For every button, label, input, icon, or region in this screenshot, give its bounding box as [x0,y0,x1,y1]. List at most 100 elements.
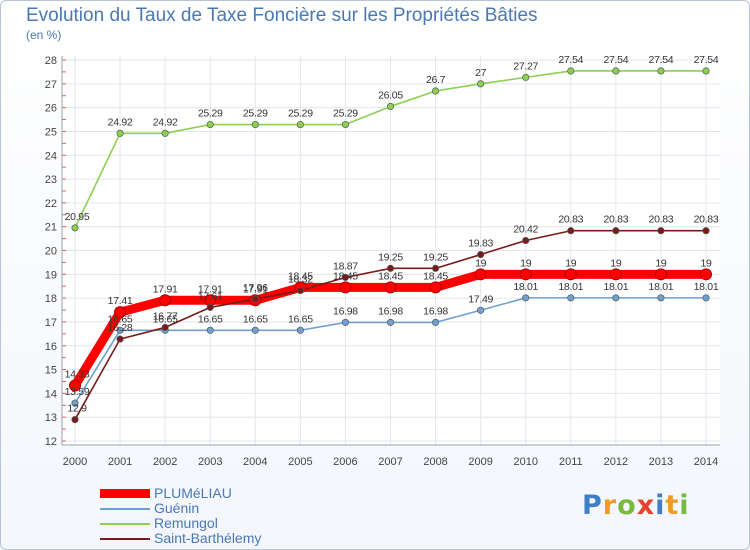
data-point-saint-barthelemy [567,227,575,235]
x-tick-label: 2007 [378,456,402,468]
data-point-remungol [657,67,665,75]
y-tick-label: 26 [45,103,57,115]
x-tick-label: 2003 [198,456,222,468]
legend-swatch-plumeliau [100,489,150,498]
data-label: 27 [475,67,487,79]
data-point-saint-barthelemy [432,264,440,272]
data-point-remungol [251,120,259,129]
data-point-remungol [71,224,79,232]
data-label: 18.01 [649,281,674,293]
data-point-guenin [116,326,124,334]
data-point-plumeliau [609,268,622,281]
y-tick-label: 18 [45,293,57,305]
data-label: 16.28 [108,322,133,334]
data-label: 19 [610,257,622,269]
data-point-remungol [522,73,530,81]
data-point-plumeliau [700,268,712,281]
data-point-guenin [657,294,665,302]
logo-letter: o [617,490,637,521]
data-point-guenin [432,318,440,326]
data-point-saint-barthelemy [251,295,259,303]
data-label: 25.29 [198,108,223,120]
legend-label: Guénin [154,500,200,516]
proxiti-logo: Proxiti [582,490,690,521]
data-label: 24.92 [153,116,178,128]
x-tick-label: 2002 [153,456,177,468]
data-label: 18.45 [423,270,448,282]
y-tick-label: 13 [45,412,57,424]
data-point-guenin [386,318,395,326]
data-label: 27.54 [558,54,583,66]
data-point-remungol [567,67,575,75]
data-point-saint-barthelemy [71,416,79,424]
data-label: 14.33 [65,369,90,381]
x-tick-label: 2000 [63,456,87,468]
data-label: 20.83 [603,214,628,226]
data-label: 19 [700,257,712,269]
data-point-remungol [341,120,349,129]
data-point-saint-barthelemy [612,227,620,235]
y-tick-label: 27 [45,79,57,91]
y-tick-label: 15 [45,365,57,377]
legend-item: Guénin [100,501,261,516]
logo-letter: i [679,490,690,521]
legend-item: Remungol [100,516,261,531]
data-label: 27.27 [513,60,538,72]
chart-unit-label: (en %) [26,28,62,42]
data-label: 27.54 [603,54,628,66]
data-label: 17.91 [243,283,268,295]
data-point-guenin [522,294,530,302]
data-point-remungol [702,67,710,75]
data-point-saint-barthelemy [702,227,710,235]
data-label: 19 [655,257,667,269]
x-tick-label: 2012 [604,456,628,468]
legend-label: Saint-Barthélemy [154,530,262,546]
data-label: 16.98 [378,305,403,317]
y-tick-label: 21 [45,222,57,234]
data-point-remungol [116,129,124,137]
data-point-saint-barthelemy [386,264,395,272]
data-label: 18.01 [513,281,538,293]
data-point-plumeliau [654,268,667,281]
data-point-plumeliau [384,281,397,294]
data-label: 25.29 [333,108,358,120]
legend-swatch-guenin [100,507,150,510]
data-point-remungol [296,120,304,129]
data-label: 20.42 [513,223,538,235]
data-point-plumeliau [114,306,127,319]
x-tick-label: 2008 [423,456,447,468]
data-point-saint-barthelemy [206,303,214,311]
y-tick-label: 22 [45,198,57,210]
logo-letter: x [636,490,656,521]
y-tick-label: 28 [45,55,57,67]
data-label: 27.54 [694,54,719,66]
data-point-guenin [702,294,710,302]
y-tick-label: 16 [45,341,57,353]
data-point-saint-barthelemy [522,236,530,245]
x-tick-label: 2011 [559,456,583,468]
y-tick-label: 24 [45,150,57,162]
data-point-guenin [251,326,259,334]
data-point-remungol [477,80,485,88]
data-label: 16.65 [153,313,178,325]
legend-label: Remungol [154,515,218,531]
x-tick-label: 2006 [333,456,357,468]
data-point-plumeliau [69,379,81,392]
data-label: 17.96 [243,282,268,294]
data-label: 16.98 [333,305,358,317]
logo-letter: i [655,490,666,521]
legend-label: PLUMéLIAU [154,485,232,501]
data-label: 16.77 [153,310,178,322]
y-tick-label: 25 [45,126,57,138]
data-label: 25.29 [288,108,313,120]
data-label: 26.7 [426,74,446,86]
data-label: 18.87 [333,260,358,272]
data-point-remungol [386,102,395,110]
chart-legend: PLUMéLIAU Guénin Remungol Saint-Barthéle… [100,486,261,546]
y-tick-label: 19 [45,269,57,281]
data-point-plumeliau [339,281,352,294]
data-label: 18.45 [288,270,313,282]
logo-letter: P [582,490,603,521]
data-label: 17.49 [468,293,493,305]
